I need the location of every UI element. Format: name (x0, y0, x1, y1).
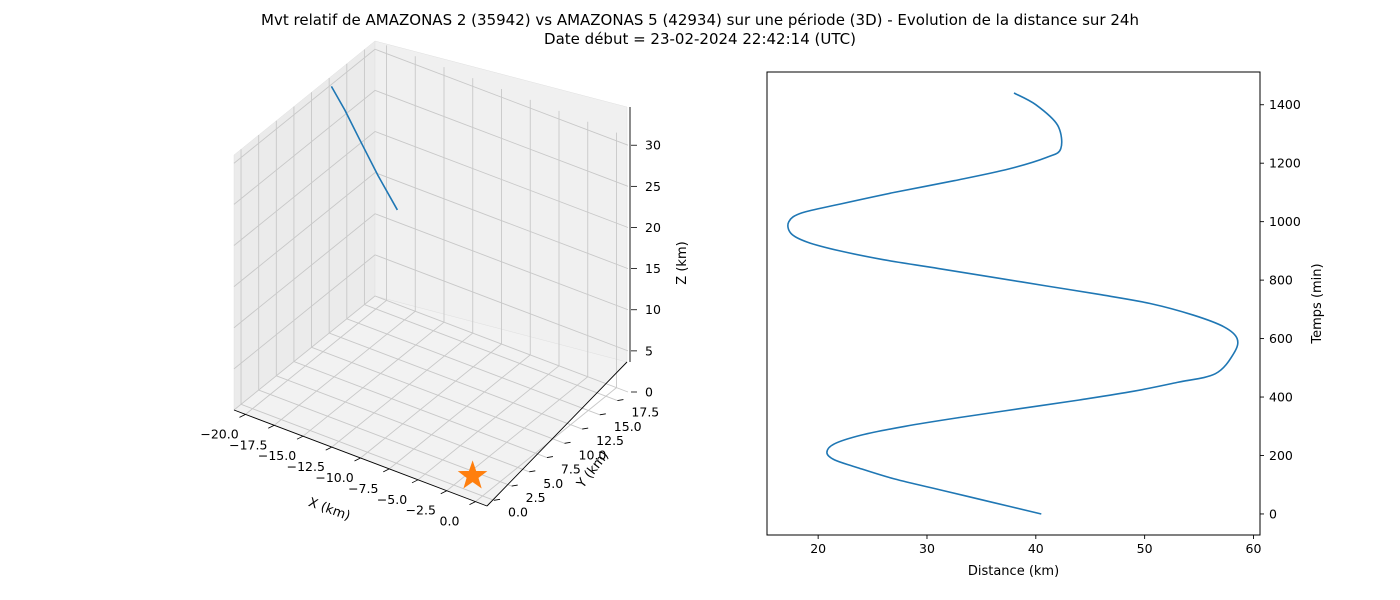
y-tick-label: 17.5 (631, 405, 659, 420)
x-tick (469, 501, 476, 505)
y-axis-label: Temps (min) (1310, 263, 1325, 344)
x-tick (239, 414, 246, 418)
y-tick (493, 498, 501, 501)
reference-star-marker (457, 460, 488, 489)
y-tick-label: 15.0 (614, 419, 642, 434)
gridline-z (233, 295, 629, 411)
y-tick-label: 800 (1269, 273, 1293, 288)
x-tick (383, 468, 390, 473)
distance-series-line (787, 92, 1239, 515)
y-tick-label: 7.5 (561, 462, 581, 477)
plot-3d-panel: −20.0−17.5−15.0−12.5−10.0−7.5−5.0−2.5 0.0… (200, 40, 690, 529)
x-tick (354, 457, 361, 462)
z-axis-label: Z (km) (675, 241, 690, 284)
y-tick-label: 0 (1269, 506, 1277, 521)
x-tick-label: −20.0 (200, 426, 238, 441)
gridline-z (233, 254, 629, 370)
x-tick-label: −2.5 (406, 503, 436, 518)
x-axis-label: X (km) (306, 495, 352, 524)
y-tick-label: 10.0 (579, 447, 607, 462)
trajectory-line (330, 85, 399, 211)
y-tick (617, 399, 624, 401)
z-tick-label: 30 (645, 138, 661, 153)
x-tick-label: −7.5 (348, 481, 378, 496)
y-tick-label: 400 (1269, 390, 1293, 405)
x-tick-label: −5.0 (377, 492, 407, 507)
gridline-z (233, 48, 629, 164)
y-tick-label: 1000 (1269, 214, 1301, 229)
y-tick (529, 470, 536, 473)
y-tick-label: 1200 (1269, 156, 1301, 171)
x-tick-label: 50 (1137, 541, 1153, 556)
y-tick (599, 413, 606, 416)
gridline-z (233, 89, 629, 205)
figure-title-line2: Date début = 23-02-2024 22:42:14 (UTC) (544, 30, 856, 48)
x-tick (411, 479, 419, 484)
x-tick-label: 40 (1028, 541, 1044, 556)
z-tick-label: 0 (645, 385, 653, 400)
x-tick (268, 424, 275, 429)
plot-frame (766, 71, 1261, 536)
x-tick-label: −12.5 (287, 459, 325, 474)
x-tick-label: 0.0 (440, 514, 460, 529)
figure-title-line1: Mvt relatif de AMAZONAS 2 (35942) vs AMA… (261, 11, 1139, 29)
plot-2d-panel: 20 30 40 50 600200400600800100012001400Dista… (766, 71, 1325, 579)
x-tick-label: −17.5 (229, 437, 267, 452)
x-tick-label: 20 (810, 541, 826, 556)
x-tick-label: −10.0 (315, 470, 353, 485)
gridline-z (233, 213, 629, 329)
z-tick-label: 10 (645, 302, 661, 317)
x-tick (440, 490, 447, 495)
x-axis-label: Distance (km) (968, 564, 1059, 579)
x-tick (296, 435, 304, 440)
y-tick (564, 441, 571, 444)
y-tick-label: 200 (1269, 448, 1293, 463)
gridline-z (233, 172, 629, 287)
x-tick-label: 30 (919, 541, 935, 556)
x-tick-label: 60 (1246, 541, 1262, 556)
z-tick-label: 20 (645, 220, 661, 235)
y-tick-label: 12.5 (596, 433, 624, 448)
z-tick-label: 25 (645, 179, 661, 194)
y-tick-label: 0.0 (508, 504, 528, 519)
y-tick-label: 1400 (1269, 97, 1301, 112)
x-tick (325, 446, 332, 451)
gridline-z (233, 130, 629, 246)
y-tick (546, 456, 553, 458)
y-tick-label: 600 (1269, 331, 1293, 346)
z-tick-label: 15 (645, 261, 661, 276)
y-tick-label: 2.5 (526, 490, 546, 505)
x-tick-label: −15.0 (258, 448, 296, 463)
y-axis-line (486, 361, 628, 507)
y-tick (511, 484, 518, 487)
y-tick-label: 5.0 (543, 476, 563, 491)
z-tick-label: 5 (645, 343, 653, 358)
y-tick (582, 427, 589, 430)
